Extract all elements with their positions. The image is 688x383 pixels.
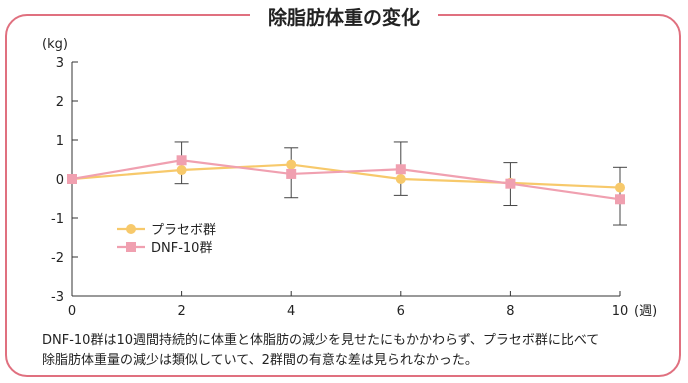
chart-title-wrap: 除脂肪体重の変化 — [0, 3, 688, 30]
series-point-0 — [176, 165, 187, 176]
series-point-1 — [505, 178, 516, 189]
x-axis-label: (週) — [634, 304, 657, 319]
legend-marker-1 — [126, 242, 136, 252]
caption: DNF-10群は10週間持続的に体重と体脂肪の減少を見せたにもかかわらず、プラセ… — [42, 331, 672, 371]
series-point-1 — [286, 168, 297, 179]
series-point-0 — [286, 159, 297, 170]
y-tick-label: 0 — [56, 173, 64, 188]
series-point-1 — [67, 174, 77, 184]
x-tick-label: 10 — [612, 304, 629, 319]
series-point-0 — [615, 182, 625, 193]
caption-line-2: 除脂肪体重量の減少は類似していて、2群間の有意な差は見られなかった。 — [42, 353, 478, 368]
y-tick-label: 3 — [56, 56, 64, 71]
series-point-1 — [615, 194, 625, 205]
series-point-1 — [176, 155, 187, 166]
series-point-0 — [395, 174, 406, 184]
series-line-0 — [71, 163, 621, 189]
legend-label-0: プラセボ群 — [151, 223, 216, 238]
x-tick-label: 4 — [287, 304, 295, 319]
y-tick-label: -3 — [51, 290, 64, 305]
series-point-1 — [395, 164, 406, 175]
chart-title: 除脂肪体重の変化 — [249, 7, 438, 29]
x-tick-label: 6 — [397, 304, 405, 319]
y-tick-label: 2 — [56, 95, 64, 110]
series-line-1 — [71, 159, 621, 201]
y-axis-label: (kg) — [42, 37, 68, 52]
legend-marker-0 — [126, 224, 136, 234]
x-tick-label: 2 — [177, 304, 185, 319]
legend-label-1: DNF-10群 — [151, 241, 212, 256]
y-tick-label: -1 — [51, 212, 64, 227]
y-tick-label: 1 — [56, 134, 64, 149]
x-tick-label: 0 — [68, 304, 76, 319]
caption-line-1: DNF-10群は10週間持続的に体重と体脂肪の減少を見せたにもかかわらず、プラセ… — [42, 333, 600, 348]
y-tick-label: -2 — [51, 251, 64, 266]
x-tick-label: 8 — [506, 304, 514, 319]
